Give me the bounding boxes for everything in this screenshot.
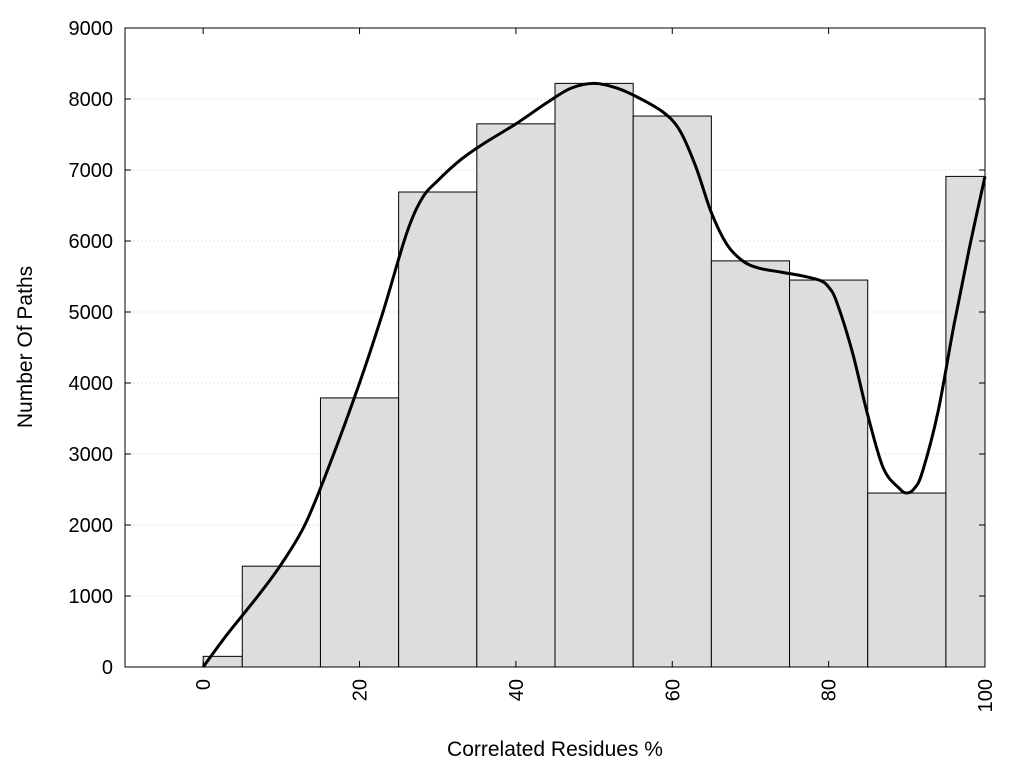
y-tick-label: 5000 <box>69 302 114 324</box>
y-tick-label: 1000 <box>69 586 114 608</box>
x-tick-label: 20 <box>350 679 372 701</box>
histogram-bar <box>945 175 986 668</box>
x-tick-label: 80 <box>819 679 841 701</box>
x-axis-label: Correlated Residues % <box>447 738 663 761</box>
bars <box>202 82 986 668</box>
x-tick-label: 40 <box>506 679 528 701</box>
histogram-bar <box>476 123 556 668</box>
y-tick-label: 0 <box>102 657 113 679</box>
y-tick-label: 7000 <box>69 160 114 182</box>
histogram-bar <box>710 260 791 668</box>
x-tick-label: 100 <box>975 679 997 712</box>
y-tick-label: 2000 <box>69 515 114 537</box>
histogram-bar <box>319 397 400 668</box>
plot-frame <box>124 27 986 668</box>
trend-curve-line <box>201 81 987 668</box>
histogram-bar <box>867 492 947 668</box>
x-tick-label: 0 <box>193 679 215 690</box>
trend-curve <box>201 81 987 668</box>
y-tick-label: 6000 <box>69 231 114 253</box>
y-tick-label: 4000 <box>69 373 114 395</box>
tick-labels: 0 1000 2000 3000 4000 5000 6000 7000 8000 9000 0 20… <box>69 18 998 712</box>
y-tick-label: 3000 <box>69 444 114 466</box>
axis-ticks <box>125 27 986 668</box>
histogram-bar <box>554 82 634 668</box>
histogram-bar <box>398 191 478 668</box>
y-tick-label: 8000 <box>69 89 114 111</box>
histogram-bar <box>632 115 712 668</box>
histogram-bar <box>241 565 321 668</box>
x-tick-label: 60 <box>662 679 684 701</box>
histogram-bar <box>789 279 869 668</box>
y-tick-label: 9000 <box>69 18 114 40</box>
y-axis-label: Number Of Paths <box>14 266 37 428</box>
